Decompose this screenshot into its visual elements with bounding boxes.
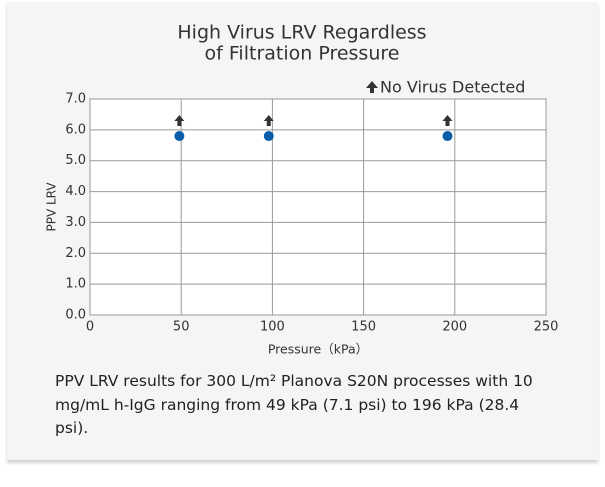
x-tick-label: 250 <box>534 320 559 335</box>
y-tick-label: 5.0 <box>65 153 86 168</box>
y-tick-label: 3.0 <box>65 215 86 230</box>
chart-title: of Filtration Pressure <box>205 43 400 65</box>
chart-title: High Virus LRV Regardless <box>177 22 426 44</box>
point <box>263 131 274 142</box>
no-virus-arrow <box>442 115 453 127</box>
y-tick-label: 1.0 <box>65 277 86 292</box>
point <box>174 131 185 142</box>
no-virus-arrow <box>174 115 185 127</box>
x-tick-label: 100 <box>260 320 285 335</box>
caption: PPV LRV results for 300 L/m² Planova S20… <box>55 372 533 437</box>
y-axis-label: PPV LRV <box>45 182 59 232</box>
y-tick-label: 4.0 <box>65 184 86 199</box>
x-tick-label: 200 <box>442 320 467 335</box>
y-tick-label: 6.0 <box>65 122 86 137</box>
x-tick-label: 150 <box>351 320 376 335</box>
plot-area <box>89 98 547 316</box>
x-tick-label: 0 <box>86 320 94 335</box>
point <box>442 131 453 142</box>
annotation-arrow <box>366 81 378 93</box>
y-tick-label: 7.0 <box>65 92 86 107</box>
annotation: No Virus Detected <box>380 78 525 97</box>
x-tick-label: 50 <box>173 320 190 335</box>
no-virus-arrow <box>263 115 274 127</box>
y-tick-label: 0.0 <box>65 308 86 323</box>
x-axis-label: Pressure（kPa） <box>268 342 368 357</box>
y-tick-label: 2.0 <box>65 246 86 261</box>
